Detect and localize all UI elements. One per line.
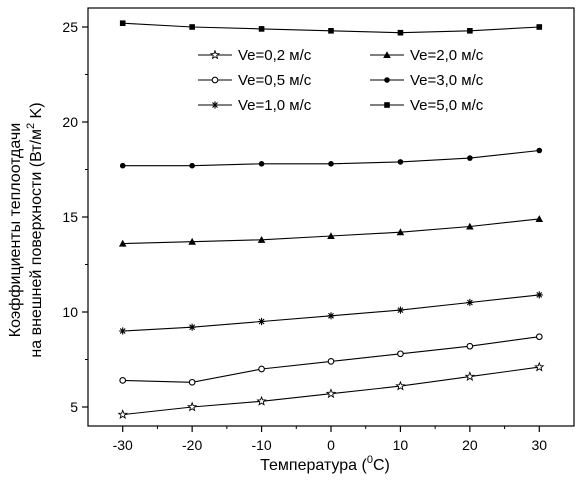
data-point-3-6 bbox=[535, 215, 544, 222]
legend: Ve=0,2 м/с Ve=2,0 м/с Ve=0,5 м/с Ve=3,0 м/с… bbox=[198, 47, 484, 114]
data-point-4-2 bbox=[258, 161, 265, 167]
legend-marker-1 bbox=[211, 76, 219, 84]
legend-marker-5 bbox=[384, 102, 390, 108]
data-point-2-1 bbox=[188, 323, 196, 331]
data-point-1-5 bbox=[466, 342, 474, 350]
series-2 bbox=[119, 291, 543, 335]
y-axis-title-line1: Коэффициенты теплоотдачи bbox=[7, 123, 24, 337]
data-point-4-0 bbox=[119, 162, 126, 169]
y-axis: 5 10 15 20 25 bbox=[62, 19, 88, 415]
x-tick-label-6: 30 bbox=[531, 437, 547, 453]
data-point-0-3 bbox=[325, 388, 337, 399]
series-0 bbox=[117, 361, 545, 420]
data-point-2-6 bbox=[535, 291, 543, 299]
data-point-4-3 bbox=[328, 161, 334, 167]
series-5 bbox=[119, 20, 543, 36]
data-point-0-0 bbox=[117, 409, 128, 420]
legend-item-1: Ve=0,5 м/с bbox=[198, 72, 312, 89]
x-tick-label-1: -20 bbox=[182, 437, 202, 453]
data-point-2-3 bbox=[327, 312, 335, 320]
data-point-0-6 bbox=[534, 361, 545, 372]
data-point-3-4 bbox=[396, 228, 405, 236]
x-tick-label-5: 20 bbox=[462, 437, 478, 453]
legend-label-3: Ve=2,0 м/с bbox=[410, 47, 484, 64]
y-axis-title-line2-end: K) bbox=[28, 102, 45, 122]
y-axis-title-line2-sup: 2 bbox=[25, 123, 37, 129]
legend-item-4: Ve=3,0 м/с bbox=[370, 72, 484, 89]
y-tick-label-2: 15 bbox=[62, 209, 78, 225]
y-tick-label-0: 5 bbox=[70, 399, 78, 415]
y-axis-title-line2-main: на внешней поверхности (Вт/м bbox=[28, 129, 45, 358]
legend-item-0: Ve=0,2 м/с bbox=[198, 47, 312, 64]
data-point-2-5 bbox=[466, 298, 474, 307]
data-point-2-4 bbox=[396, 306, 405, 314]
y-axis-title-line2: на внешней поверхности (Вт/м2 K) bbox=[25, 102, 45, 357]
x-tick-label-4: 10 bbox=[393, 437, 409, 453]
legend-label-5: Ve=5,0 м/с bbox=[410, 97, 484, 114]
data-point-4-4 bbox=[397, 159, 404, 165]
data-point-1-0 bbox=[119, 377, 127, 384]
data-point-1-6 bbox=[535, 333, 543, 341]
data-point-3-2 bbox=[257, 236, 266, 243]
series-4 bbox=[119, 147, 543, 169]
series-3 bbox=[118, 215, 544, 247]
legend-marker-2 bbox=[211, 101, 219, 109]
legend-item-2: Ve=1,0 м/с bbox=[198, 97, 312, 114]
legend-item-3: Ve=2,0 м/с bbox=[370, 47, 484, 64]
data-point-3-0 bbox=[118, 239, 127, 247]
data-point-3-3 bbox=[327, 232, 335, 240]
data-point-1-2 bbox=[258, 365, 265, 373]
data-point-1-1 bbox=[188, 378, 196, 386]
legend-label-4: Ve=3,0 м/с bbox=[410, 72, 484, 89]
x-axis-title-main: Температура ( bbox=[260, 457, 367, 474]
legend-label-0: Ve=0,2 м/с bbox=[238, 47, 312, 64]
x-tick-label-0: -30 bbox=[113, 437, 133, 453]
y-tick-label-1: 10 bbox=[62, 304, 78, 320]
data-point-0-2 bbox=[256, 395, 267, 406]
data-point-0-4 bbox=[395, 380, 406, 391]
series-layer bbox=[117, 20, 545, 420]
x-axis-title-end: C) bbox=[373, 457, 390, 474]
x-axis-title: Температура (0C) bbox=[260, 454, 390, 474]
series-1 bbox=[119, 333, 543, 386]
data-point-5-0 bbox=[119, 20, 126, 26]
x-tick-label-2: -10 bbox=[251, 437, 271, 453]
data-point-3-1 bbox=[188, 237, 196, 245]
data-point-2-2 bbox=[257, 317, 266, 326]
data-point-5-6 bbox=[536, 24, 543, 30]
legend-marker-3 bbox=[383, 51, 391, 59]
y-tick-label-4: 25 bbox=[62, 19, 78, 35]
data-point-5-1 bbox=[189, 24, 195, 30]
data-point-4-1 bbox=[189, 162, 195, 169]
data-point-5-4 bbox=[397, 29, 404, 36]
data-point-3-5 bbox=[466, 222, 474, 230]
legend-item-5: Ve=5,0 м/с bbox=[370, 97, 484, 114]
x-axis-title-sup: 0 bbox=[367, 454, 373, 466]
data-point-0-1 bbox=[186, 401, 198, 412]
y-tick-label-3: 20 bbox=[62, 114, 78, 130]
data-point-2-0 bbox=[119, 327, 127, 335]
legend-marker-4 bbox=[384, 77, 390, 83]
data-point-4-6 bbox=[536, 147, 543, 154]
data-point-1-3 bbox=[327, 358, 335, 365]
x-axis: -30 -20 -10 0 10 20 30 bbox=[113, 426, 547, 453]
x-tick-label-3: 0 bbox=[327, 437, 335, 453]
data-point-5-5 bbox=[467, 28, 473, 34]
y-axis-title: Коэффициенты теплоотдачи на внешней пове… bbox=[7, 102, 45, 357]
legend-label-2: Ve=1,0 м/с bbox=[238, 97, 312, 114]
legend-label-1: Ve=0,5 м/с bbox=[238, 72, 312, 89]
data-point-1-4 bbox=[397, 350, 404, 358]
data-point-5-3 bbox=[328, 28, 334, 34]
series-line-3 bbox=[122, 218, 540, 245]
data-point-0-5 bbox=[464, 371, 476, 382]
legend-marker-0 bbox=[209, 49, 221, 60]
data-point-4-5 bbox=[467, 155, 473, 161]
data-point-5-2 bbox=[258, 26, 265, 32]
